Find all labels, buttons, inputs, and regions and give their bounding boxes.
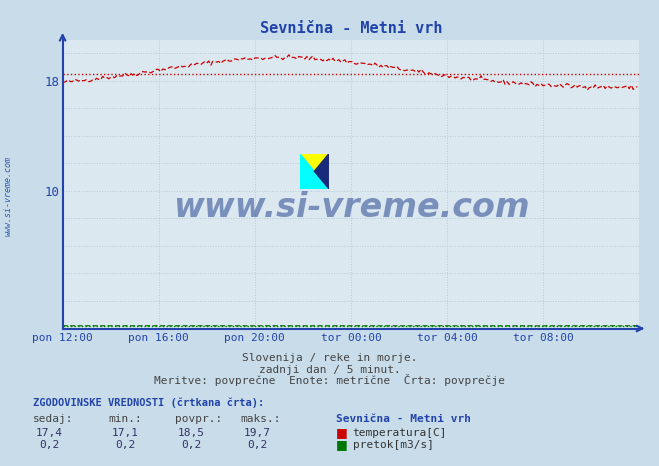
Text: povpr.:: povpr.: (175, 414, 222, 424)
Text: 0,2: 0,2 (247, 440, 267, 450)
Text: 19,7: 19,7 (244, 428, 270, 438)
Text: 18,5: 18,5 (178, 428, 204, 438)
Text: ZGODOVINSKE VREDNOSTI (črtkana črta):: ZGODOVINSKE VREDNOSTI (črtkana črta): (33, 398, 264, 408)
Polygon shape (300, 154, 329, 189)
Text: temperatura[C]: temperatura[C] (353, 428, 447, 438)
Text: 17,1: 17,1 (112, 428, 138, 438)
Text: ■: ■ (336, 439, 348, 451)
Text: min.:: min.: (109, 414, 142, 424)
Polygon shape (314, 154, 329, 189)
Title: Sevnična - Metni vrh: Sevnična - Metni vrh (260, 21, 442, 36)
Text: Meritve: povprečne  Enote: metrične  Črta: povprečje: Meritve: povprečne Enote: metrične Črta:… (154, 375, 505, 386)
Text: 0,2: 0,2 (181, 440, 201, 450)
Text: www.si-vreme.com: www.si-vreme.com (4, 156, 13, 236)
Text: pretok[m3/s]: pretok[m3/s] (353, 440, 434, 450)
Text: 0,2: 0,2 (40, 440, 59, 450)
Text: ■: ■ (336, 426, 348, 439)
Text: 17,4: 17,4 (36, 428, 63, 438)
Text: sedaj:: sedaj: (33, 414, 73, 424)
Text: zadnji dan / 5 minut.: zadnji dan / 5 minut. (258, 365, 401, 375)
Text: Slovenija / reke in morje.: Slovenija / reke in morje. (242, 353, 417, 363)
Text: www.si-vreme.com: www.si-vreme.com (173, 191, 529, 224)
Text: 0,2: 0,2 (115, 440, 135, 450)
Polygon shape (300, 154, 329, 189)
Text: maks.:: maks.: (241, 414, 281, 424)
Text: Sevnična - Metni vrh: Sevnična - Metni vrh (336, 414, 471, 424)
